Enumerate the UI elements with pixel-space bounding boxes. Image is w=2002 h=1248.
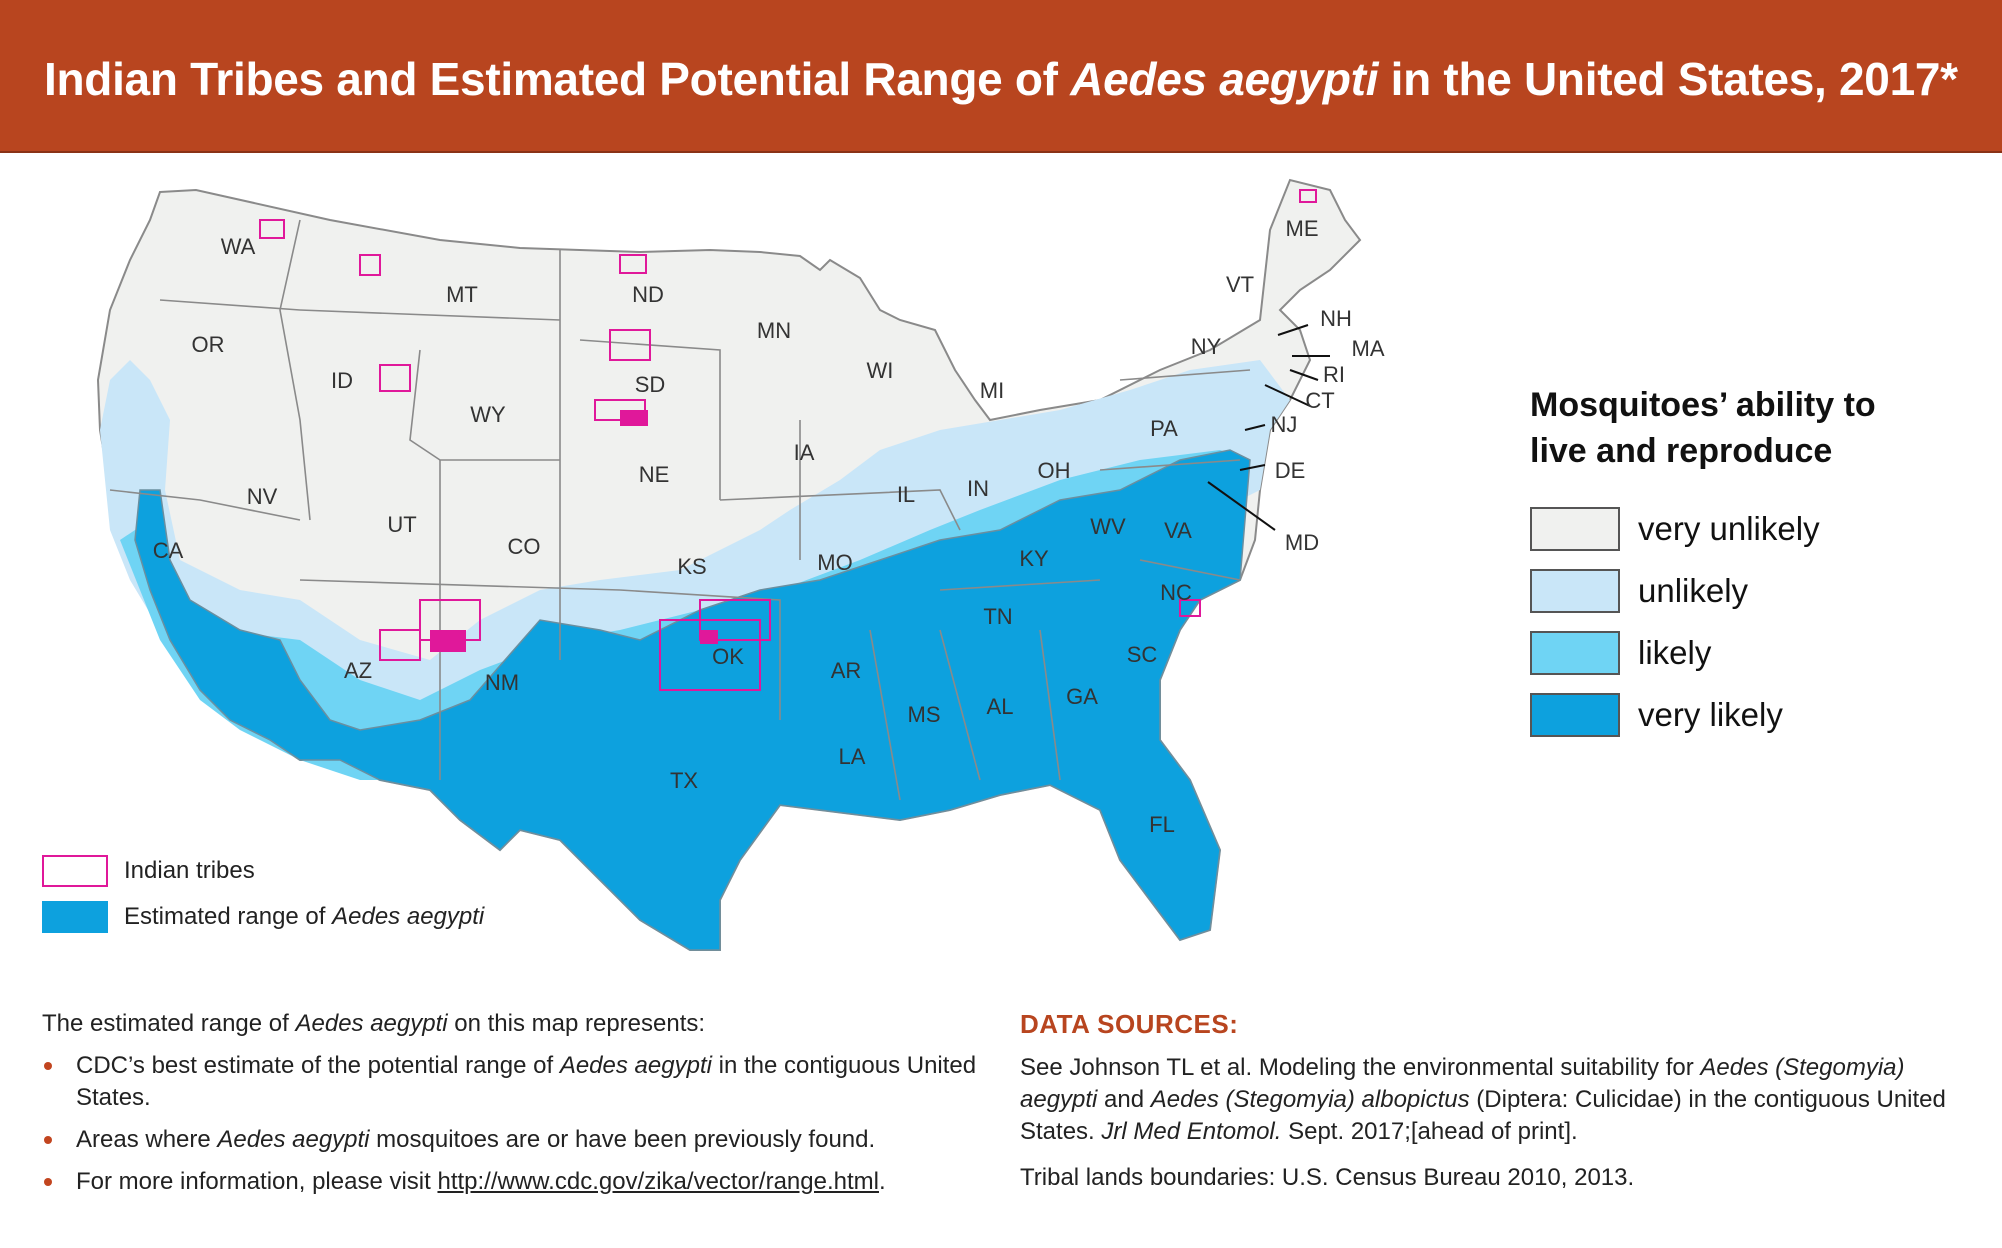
state-label-wv: WV xyxy=(1090,514,1126,539)
legend-item-likely: likely xyxy=(1530,622,1970,684)
state-label-mo: MO xyxy=(817,550,852,575)
legend-item-very-likely: very likely xyxy=(1530,684,1970,746)
state-label-me: ME xyxy=(1286,216,1319,241)
state-label-de: DE xyxy=(1275,458,1306,483)
state-label-ri: RI xyxy=(1323,362,1345,387)
state-label-wy: WY xyxy=(470,402,506,427)
notes-intro: The estimated range of Aedes aegypti on … xyxy=(42,1010,706,1037)
state-label-co: CO xyxy=(508,534,541,559)
state-label-al: AL xyxy=(987,694,1014,719)
state-label-nc: NC xyxy=(1160,580,1192,605)
title-banner: Indian Tribes and Estimated Potential Ra… xyxy=(0,0,2002,153)
legend-swatch xyxy=(1530,569,1620,613)
legend-item-range: Estimated range of Aedes aegypti xyxy=(42,894,484,940)
state-label-az: AZ xyxy=(344,658,372,683)
state-labels: WA OR CA ID NV MT WY UT AZ CO NM ND SD NE KS OK TX MN IA MO… xyxy=(153,216,1385,837)
legend-swatch xyxy=(1530,631,1620,675)
callout-lines xyxy=(1207,324,1330,531)
page-title: Indian Tribes and Estimated Potential Ra… xyxy=(44,53,1958,105)
note-bullet: CDC’s best estimate of the potential ran… xyxy=(42,1050,982,1114)
state-label-ny: NY xyxy=(1191,334,1222,359)
state-label-mt: MT xyxy=(446,282,478,307)
state-label-mn: MN xyxy=(757,318,791,343)
range-unlikely xyxy=(100,360,1290,720)
state-label-wa: WA xyxy=(221,234,256,259)
state-label-sc: SC xyxy=(1127,642,1158,667)
note-bullet: For more information, please visit http:… xyxy=(42,1166,982,1198)
state-label-or: OR xyxy=(192,332,225,357)
ability-legend: Mosquitoes’ ability to live and reproduc… xyxy=(1530,382,1970,746)
ability-legend-title: Mosquitoes’ ability to live and reproduc… xyxy=(1530,386,1876,470)
data-sources-title: DATA SOURCES: xyxy=(1020,1009,1239,1039)
state-label-nj: NJ xyxy=(1271,412,1298,437)
range-swatch xyxy=(42,901,108,933)
source-tribal: Tribal lands boundaries: U.S. Census Bur… xyxy=(1020,1164,1635,1191)
tribes-swatch xyxy=(42,855,108,887)
state-label-ky: KY xyxy=(1019,546,1049,571)
state-label-il: IL xyxy=(897,482,915,507)
map-notes: The estimated range of Aedes aegypti on … xyxy=(42,1008,982,1208)
state-label-tx: TX xyxy=(670,768,698,793)
state-label-pa: PA xyxy=(1150,416,1178,441)
state-label-sd: SD xyxy=(635,372,666,397)
state-label-va: VA xyxy=(1164,518,1192,543)
state-label-ct: CT xyxy=(1305,388,1334,413)
state-label-mi: MI xyxy=(980,378,1004,403)
state-label-wi: WI xyxy=(867,358,894,383)
range-info-link[interactable]: http://www.cdc.gov/zika/vector/range.htm… xyxy=(437,1168,879,1195)
state-label-ga: GA xyxy=(1066,684,1098,709)
state-label-tn: TN xyxy=(983,604,1012,629)
legend-item-unlikely: unlikely xyxy=(1530,560,1970,622)
state-label-nm: NM xyxy=(485,670,519,695)
source-citation: See Johnson TL et al. Modeling the envir… xyxy=(1020,1054,1946,1145)
map-legend: Indian tribes Estimated range of Aedes a… xyxy=(42,848,484,940)
state-label-ca: CA xyxy=(153,538,184,563)
state-label-nd: ND xyxy=(632,282,664,307)
state-label-nh: NH xyxy=(1320,306,1352,331)
legend-swatch xyxy=(1530,507,1620,551)
state-label-in: IN xyxy=(967,476,989,501)
state-label-ia: IA xyxy=(794,440,815,465)
state-borders xyxy=(109,219,1251,801)
state-label-la: LA xyxy=(839,744,866,769)
range-likely xyxy=(120,450,1250,780)
state-label-id: ID xyxy=(331,368,353,393)
state-label-oh: OH xyxy=(1038,458,1071,483)
state-label-ok: OK xyxy=(712,644,744,669)
state-label-ne: NE xyxy=(639,462,670,487)
legend-swatch xyxy=(1530,693,1620,737)
state-label-ks: KS xyxy=(677,554,706,579)
state-label-ar: AR xyxy=(831,658,862,683)
us-map: WA OR CA ID NV MT WY UT AZ CO NM ND SD NE KS OK TX MN IA MO… xyxy=(96,178,1385,951)
state-label-ma: MA xyxy=(1352,336,1385,361)
note-bullet: Areas where Aedes aegypti mosquitoes are… xyxy=(42,1124,982,1156)
state-label-fl: FL xyxy=(1149,812,1175,837)
tribe-fills xyxy=(430,410,718,652)
state-label-ms: MS xyxy=(908,702,941,727)
range-very-likely xyxy=(134,449,1251,951)
legend-item-very-unlikely: very unlikely xyxy=(1530,498,1970,560)
state-label-nv: NV xyxy=(247,484,278,509)
state-label-vt: VT xyxy=(1226,272,1254,297)
legend-item-tribes: Indian tribes xyxy=(42,848,484,894)
state-label-md: MD xyxy=(1285,530,1319,555)
data-sources: DATA SOURCES: See Johnson TL et al. Mode… xyxy=(1020,1008,1980,1208)
state-label-ut: UT xyxy=(387,512,416,537)
